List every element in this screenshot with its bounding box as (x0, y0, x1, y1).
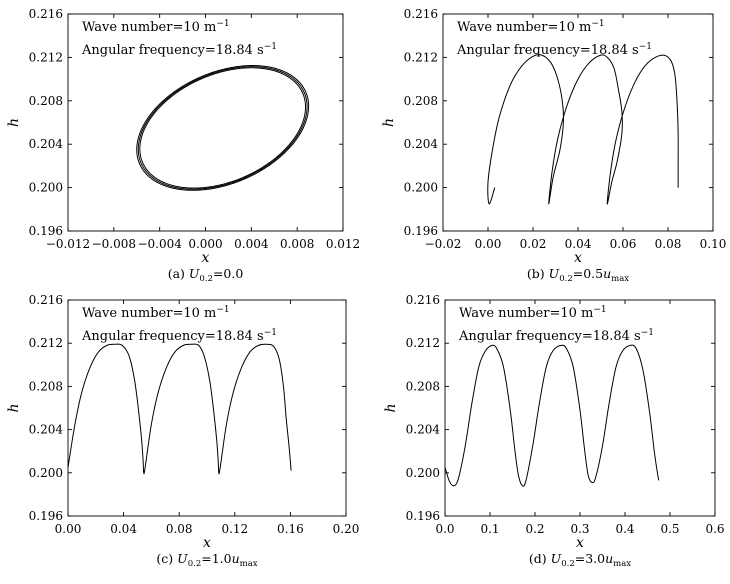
x-tick-label: −0.012 (46, 237, 90, 251)
y-tick-label: 0.216 (404, 7, 438, 21)
x-tick-label: 0.000 (188, 237, 222, 251)
x-tick-label: 0.02 (520, 237, 547, 251)
y-tick-label: 0.212 (404, 50, 438, 64)
y-tick-label: 0.200 (29, 181, 63, 195)
x-tick-label: 0.16 (277, 522, 304, 536)
y-axis-label: h (6, 403, 22, 412)
x-tick-label: 0.4 (615, 522, 634, 536)
x-tick-label: 0.012 (326, 237, 360, 251)
y-tick-label: 0.216 (406, 293, 440, 307)
y-tick-label: 0.212 (29, 50, 63, 64)
x-tick-label: 0.004 (234, 237, 269, 251)
x-tick-label: 0.008 (280, 237, 314, 251)
trajectory-line (487, 54, 679, 205)
y-axis-label: h (6, 118, 22, 127)
y-tick-label: 0.200 (404, 181, 438, 195)
panel-caption: (b) U0.2=0.5umax (527, 266, 629, 284)
orbit-loop-line (139, 67, 307, 189)
panel-c: 0.00 0.04 0.08 0.12 0.16 0.20 0.196 0.200 0.204 0… (6, 293, 359, 569)
x-tick-label: 0.04 (110, 522, 137, 536)
annotation-wave-number: Wave number=10 m−1 (82, 19, 230, 35)
annotation-angular-frequency: Angular frequency=18.84 s−1 (456, 42, 652, 58)
y-tick-label: 0.216 (29, 293, 63, 307)
y-tick-label: 0.196 (404, 224, 438, 238)
x-tick-label: 0.6 (705, 522, 724, 536)
annotation-wave-number: Wave number=10 m−1 (457, 19, 605, 35)
y-tick-label: 0.216 (29, 7, 63, 21)
x-tick-label: 0.5 (660, 522, 679, 536)
y-tick-label: 0.212 (29, 336, 63, 350)
panel-d: 0.0 0.1 0.2 0.3 0.4 0.5 0.6 0.196 0.200 0.204 0.20… (383, 293, 725, 569)
y-tick-label: 0.212 (406, 336, 440, 350)
x-tick-label: 0.08 (166, 522, 193, 536)
panel-caption: (d) U0.2=3.0umax (529, 551, 631, 569)
x-tick-label: 0.00 (475, 237, 502, 251)
x-axis-label: x (574, 250, 582, 266)
x-tick-label: 0.12 (221, 522, 248, 536)
x-tick-label: −0.008 (92, 237, 136, 251)
x-axis-label: x (203, 535, 211, 551)
y-tick-label: 0.204 (406, 423, 441, 437)
y-tick-label: 0.208 (29, 379, 63, 393)
x-tick-label: 0.2 (525, 522, 544, 536)
x-tick-label: 0.10 (700, 237, 727, 251)
x-axis-label: x (576, 535, 584, 551)
trajectory-line (444, 344, 660, 487)
y-tick-label: 0.208 (29, 94, 63, 108)
y-tick-label: 0.204 (29, 137, 64, 151)
y-tick-label: 0.196 (406, 509, 440, 523)
panel-caption: (c) U0.2=1.0umax (156, 551, 257, 569)
x-axis-label: x (202, 250, 210, 266)
annotation-wave-number: Wave number=10 m−1 (82, 305, 230, 321)
y-tick-label: 0.208 (404, 94, 438, 108)
annotation-angular-frequency: Angular frequency=18.84 s−1 (81, 42, 277, 58)
orbit-loop-line (137, 66, 308, 190)
x-tick-label: 0.06 (610, 237, 637, 251)
x-tick-label: 0.00 (55, 522, 82, 536)
orbit-loop-line (136, 65, 310, 191)
x-tick-label: −0.02 (425, 237, 462, 251)
x-tick-label: 0.1 (480, 522, 499, 536)
y-tick-label: 0.196 (29, 509, 63, 523)
y-tick-label: 0.208 (406, 379, 440, 393)
panel-a: −0.012 −0.008 −0.004 0.000 0.004 0.008 0.012 0.… (6, 7, 360, 284)
panel-b: −0.02 0.00 0.02 0.04 0.06 0.08 0.10 0.196 0.200 0… (381, 7, 726, 284)
y-tick-label: 0.204 (404, 137, 439, 151)
x-tick-label: 0.20 (333, 522, 360, 536)
x-tick-label: 0.0 (435, 522, 454, 536)
y-tick-label: 0.200 (29, 466, 63, 480)
x-tick-label: 0.3 (570, 522, 589, 536)
y-tick-label: 0.200 (406, 466, 440, 480)
x-tick-label: 0.04 (565, 237, 592, 251)
annotation-angular-frequency: Angular frequency=18.84 s−1 (81, 328, 277, 344)
x-tick-label: 0.08 (655, 237, 682, 251)
y-tick-label: 0.196 (29, 224, 63, 238)
y-tick-label: 0.204 (29, 423, 64, 437)
y-axis-label: h (381, 118, 397, 127)
panel-caption: (a) U0.2=0.0 (168, 266, 244, 284)
trajectory-line (67, 343, 292, 475)
x-tick-label: −0.004 (137, 237, 182, 251)
annotation-angular-frequency: Angular frequency=18.84 s−1 (458, 328, 654, 344)
annotation-wave-number: Wave number=10 m−1 (459, 305, 607, 321)
y-axis-label: h (383, 403, 399, 412)
plot-frame (67, 299, 347, 517)
